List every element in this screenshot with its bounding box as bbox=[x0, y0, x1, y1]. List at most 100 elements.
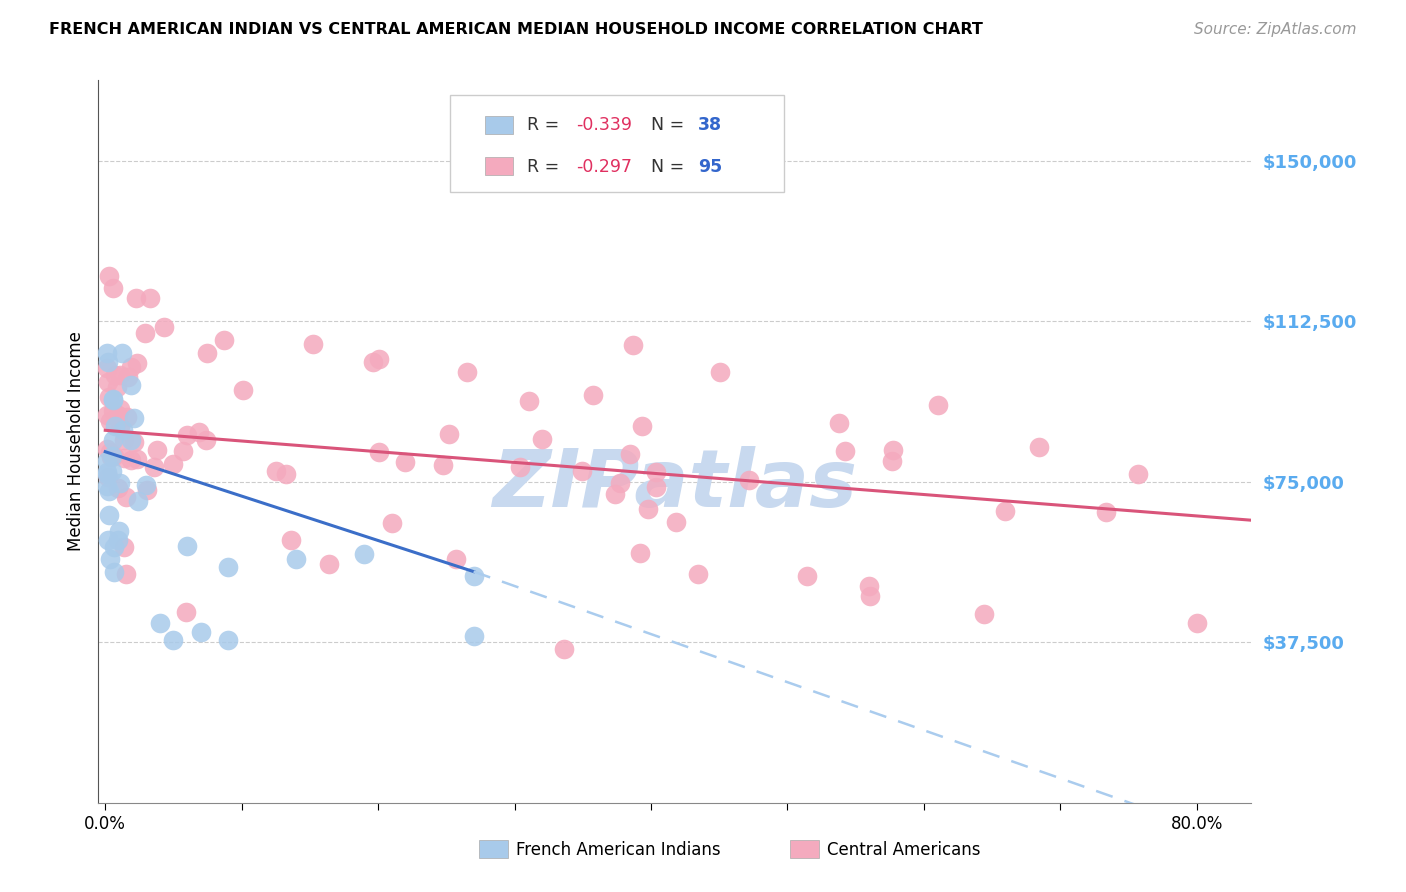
Point bbox=[517, 393, 540, 408]
Point bbox=[96, 375, 118, 389]
Point bbox=[117, 370, 139, 384]
Bar bbox=[479, 840, 508, 858]
Point bbox=[631, 419, 654, 434]
Point bbox=[828, 416, 851, 430]
Point bbox=[108, 524, 131, 538]
Point bbox=[103, 565, 125, 579]
Point bbox=[100, 552, 122, 566]
Point bbox=[97, 355, 120, 369]
Point bbox=[197, 346, 219, 360]
Point bbox=[152, 319, 174, 334]
Point bbox=[187, 425, 209, 440]
Point bbox=[665, 515, 688, 529]
Point bbox=[190, 624, 212, 639]
Point bbox=[112, 434, 135, 448]
Point bbox=[97, 483, 120, 498]
Point bbox=[1126, 467, 1149, 481]
Text: Central Americans: Central Americans bbox=[827, 841, 980, 859]
Point bbox=[437, 427, 460, 442]
Point bbox=[125, 356, 148, 370]
Point bbox=[353, 548, 375, 562]
Point bbox=[571, 464, 593, 478]
Text: N =: N = bbox=[640, 116, 690, 134]
Text: Source: ZipAtlas.com: Source: ZipAtlas.com bbox=[1194, 22, 1357, 37]
Point bbox=[97, 470, 120, 484]
Point bbox=[927, 398, 949, 412]
Point bbox=[738, 473, 761, 487]
Point bbox=[135, 478, 157, 492]
Point bbox=[103, 449, 125, 463]
Point bbox=[619, 447, 641, 461]
Point bbox=[101, 281, 124, 295]
Point bbox=[124, 435, 146, 450]
Point bbox=[994, 504, 1017, 518]
Point bbox=[103, 434, 125, 448]
Point bbox=[97, 533, 120, 548]
Text: N =: N = bbox=[640, 158, 690, 176]
Point bbox=[367, 352, 389, 367]
Point bbox=[96, 360, 118, 375]
Point bbox=[162, 633, 184, 648]
Point bbox=[101, 393, 124, 408]
Point bbox=[973, 607, 995, 622]
Point bbox=[100, 450, 122, 464]
Point bbox=[274, 467, 297, 482]
Point bbox=[232, 384, 254, 398]
Point bbox=[107, 408, 129, 422]
Point bbox=[98, 413, 121, 427]
Point bbox=[582, 388, 605, 402]
Point bbox=[121, 359, 143, 374]
Point bbox=[858, 579, 880, 593]
Point bbox=[105, 379, 128, 393]
Point bbox=[104, 368, 127, 382]
Point bbox=[96, 467, 118, 481]
Point bbox=[509, 459, 531, 474]
Point bbox=[834, 443, 856, 458]
Point bbox=[108, 402, 131, 417]
Point bbox=[101, 392, 124, 406]
Point bbox=[96, 479, 118, 493]
Point bbox=[882, 442, 904, 457]
Point bbox=[456, 365, 478, 379]
Text: 38: 38 bbox=[697, 116, 723, 134]
Point bbox=[120, 453, 142, 467]
Point bbox=[97, 390, 120, 404]
Point bbox=[97, 508, 120, 522]
Text: R =: R = bbox=[527, 158, 565, 176]
Point bbox=[98, 445, 121, 459]
Point bbox=[628, 546, 651, 560]
Point bbox=[108, 368, 131, 382]
Point bbox=[212, 334, 235, 348]
Point bbox=[134, 326, 156, 341]
Point bbox=[108, 418, 131, 433]
Text: FRENCH AMERICAN INDIAN VS CENTRAL AMERICAN MEDIAN HOUSEHOLD INCOME CORRELATION C: FRENCH AMERICAN INDIAN VS CENTRAL AMERIC… bbox=[49, 22, 983, 37]
Point bbox=[1187, 615, 1209, 630]
Point bbox=[605, 487, 627, 501]
Point bbox=[361, 355, 384, 369]
Point bbox=[394, 455, 416, 469]
Point bbox=[882, 453, 904, 467]
Point bbox=[111, 423, 134, 437]
Text: 95: 95 bbox=[697, 158, 723, 176]
Point bbox=[463, 629, 485, 643]
Point bbox=[112, 450, 135, 465]
FancyBboxPatch shape bbox=[450, 95, 785, 193]
Point bbox=[637, 501, 659, 516]
Point bbox=[96, 465, 118, 479]
Point bbox=[115, 567, 138, 582]
Point bbox=[104, 418, 127, 433]
Point bbox=[531, 432, 554, 446]
Text: -0.297: -0.297 bbox=[575, 158, 631, 176]
Point bbox=[645, 465, 668, 479]
Point bbox=[264, 464, 287, 478]
Point bbox=[112, 541, 135, 555]
Point bbox=[285, 551, 308, 566]
Point bbox=[114, 490, 136, 504]
Point bbox=[368, 445, 391, 459]
Point bbox=[709, 365, 731, 379]
Point bbox=[100, 449, 122, 463]
Point bbox=[96, 346, 118, 360]
Text: French American Indians: French American Indians bbox=[516, 841, 720, 859]
Point bbox=[115, 410, 138, 425]
Text: -0.339: -0.339 bbox=[575, 116, 631, 134]
